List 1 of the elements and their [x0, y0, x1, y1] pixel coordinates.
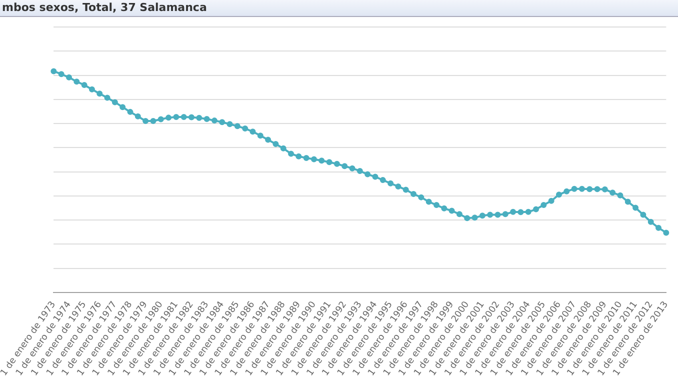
chart-title: mbos sexos, Total, 37 Salamanca [0, 0, 678, 17]
